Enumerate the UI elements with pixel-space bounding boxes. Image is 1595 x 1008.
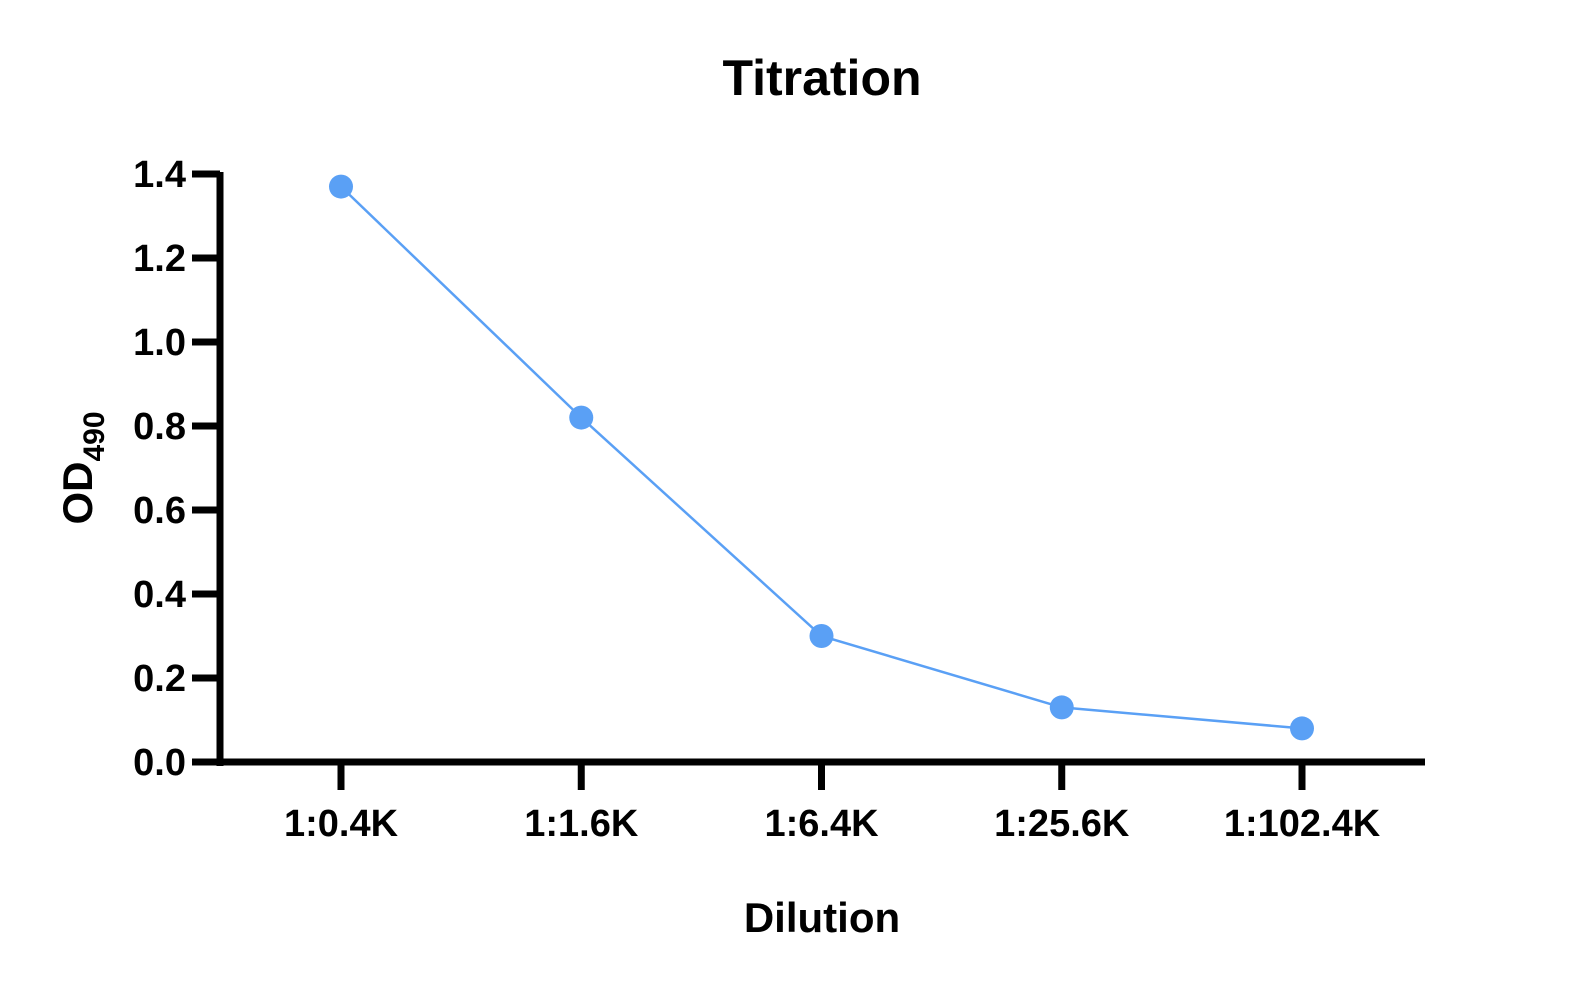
x-tick-label: 1:25.6K — [994, 803, 1130, 845]
data-series — [329, 174, 1314, 741]
y-tick-label: 1.2 — [133, 238, 186, 280]
data-point — [1049, 695, 1074, 720]
y-tick-label: 0.2 — [133, 658, 186, 700]
y-tick-label: 1.0 — [133, 322, 186, 364]
y-axis: 0.0 0.2 0.4 0.6 0.8 1.0 1.2 1.4 — [133, 154, 224, 784]
data-point — [329, 174, 353, 199]
y-tick-label: 0.0 — [133, 742, 186, 784]
data-point — [1290, 716, 1314, 741]
x-tick-label: 1:1.6K — [524, 803, 639, 845]
x-axis-label: Dilution — [744, 894, 900, 941]
y-tick-label: 1.4 — [133, 154, 186, 196]
x-tick-label: 1:6.4K — [764, 803, 879, 845]
x-axis: 1:0.4K 1:1.6K 1:6.4K 1:25.6K 1:102.4K — [192, 758, 1425, 845]
y-axis-label: OD490 — [54, 411, 111, 524]
x-tick-label: 1:102.4K — [1224, 803, 1381, 845]
y-tick-label: 0.4 — [133, 574, 186, 616]
y-tick-label: 0.6 — [133, 490, 186, 532]
y-tick-label: 0.8 — [133, 406, 186, 448]
data-point — [569, 405, 594, 430]
data-point — [809, 624, 834, 648]
chart-title: Titration — [722, 50, 921, 106]
x-tick-label: 1:0.4K — [284, 803, 399, 845]
